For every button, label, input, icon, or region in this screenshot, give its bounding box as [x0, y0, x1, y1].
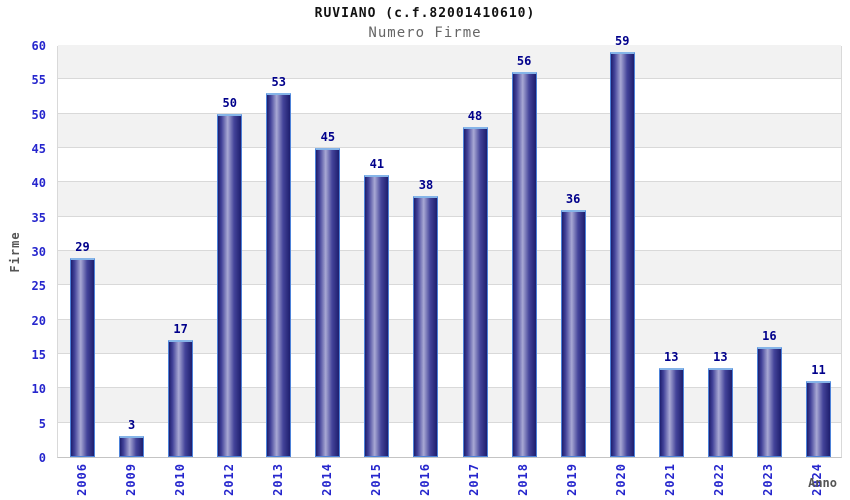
y-tick-label: 15: [31, 348, 46, 362]
bar-2021: [658, 367, 684, 457]
x-axis-label: Anno: [808, 476, 837, 490]
grid-line: [58, 284, 841, 286]
y-tick-label: 30: [31, 245, 46, 259]
bar-value-label: 13: [664, 349, 679, 364]
plot-band: [58, 148, 841, 183]
bar-2010: [168, 340, 194, 457]
bar-2014: [315, 148, 341, 457]
bar-2012: [217, 113, 243, 457]
grid-line: [58, 181, 841, 183]
x-tick-label: 2021: [663, 463, 678, 496]
y-tick-label: 35: [31, 210, 46, 225]
plot-band: [58, 113, 841, 148]
x-tick-label: 2016: [417, 463, 432, 496]
bar-value-label: 56: [516, 54, 532, 69]
x-tick-label: 2023: [761, 463, 776, 496]
grid-line: [58, 421, 841, 423]
y-tick-label: 55: [31, 73, 46, 88]
y-tick-label: 45: [31, 142, 46, 156]
bar-value-label: 38: [418, 178, 434, 193]
grid-line: [58, 387, 841, 389]
x-tick-label: 2020: [614, 463, 629, 496]
plot-band: [58, 216, 841, 251]
bar-2017: [462, 127, 488, 457]
y-tick-label: 20: [31, 313, 46, 328]
x-tick-label: 2006: [74, 463, 89, 496]
bar-value-label: 17: [173, 322, 188, 337]
x-tick-label: 2018: [516, 463, 531, 496]
bar-2022: [707, 367, 733, 457]
y-tick-label: 0: [38, 451, 46, 465]
bar-value-label: 48: [467, 109, 483, 124]
x-tick-label: 2017: [467, 463, 482, 496]
y-tick-label: 60: [31, 39, 46, 53]
plot-area: 29 3 17 50 53 45 41 38 48 56 36 59 13 13 16 11: [57, 34, 842, 458]
grid-line: [58, 215, 841, 217]
x-tick-label: 2010: [172, 463, 187, 496]
bar-value-label: 45: [320, 130, 336, 144]
x-tick-label: 2013: [270, 463, 285, 496]
bar-2019: [560, 209, 586, 457]
y-tick-label: 10: [31, 382, 46, 397]
plot-band: [58, 285, 841, 320]
y-tick-label: 40: [31, 176, 46, 191]
bar-value-label: 11: [811, 363, 826, 378]
bar-2020: [609, 51, 635, 457]
y-tick-label: 50: [31, 107, 46, 122]
plot-band: [58, 45, 841, 80]
x-tick-label: 2015: [368, 463, 383, 496]
x-tick-label: 2012: [221, 463, 236, 496]
grid-line: [58, 78, 841, 80]
x-tick-label: 2009: [123, 463, 138, 496]
x-tick-label: 2022: [712, 463, 727, 496]
x-tick-label: 2019: [565, 463, 580, 496]
bar-value-label: 29: [75, 239, 90, 254]
bar-2018: [511, 72, 537, 457]
bar-value-label: 59: [614, 33, 630, 48]
y-tick-label: 5: [38, 416, 46, 431]
grid-line: [58, 318, 841, 320]
bar-value-label: 53: [271, 75, 286, 90]
bar-value-label: 50: [222, 95, 237, 110]
bar-value-label: 16: [762, 329, 777, 344]
grid-line: [58, 147, 841, 148]
grid-line: [58, 112, 841, 114]
bar-2016: [413, 196, 439, 457]
bar-2023: [756, 347, 782, 457]
bar-value-label: 36: [565, 191, 581, 206]
bar-value-label: 3: [127, 418, 136, 433]
bar-2024: [805, 381, 831, 457]
x-tick-label: 2014: [319, 463, 334, 496]
bar-value-label: 13: [713, 349, 728, 364]
plot-band: [58, 79, 841, 114]
grid-line: [58, 353, 841, 354]
bar-2015: [364, 175, 390, 457]
chart-subtitle: Numero Firme: [368, 25, 482, 41]
bar-2013: [266, 93, 292, 457]
plot-band: [58, 251, 841, 286]
bar-2006: [70, 257, 96, 457]
plot-band: [58, 182, 841, 217]
grid-line: [58, 250, 841, 251]
y-tick-label: 25: [31, 279, 46, 294]
bar-2009: [119, 436, 145, 457]
chart-title: RUVIANO (c.f.82001410610): [314, 6, 536, 21]
bar-value-label: 41: [369, 157, 385, 172]
